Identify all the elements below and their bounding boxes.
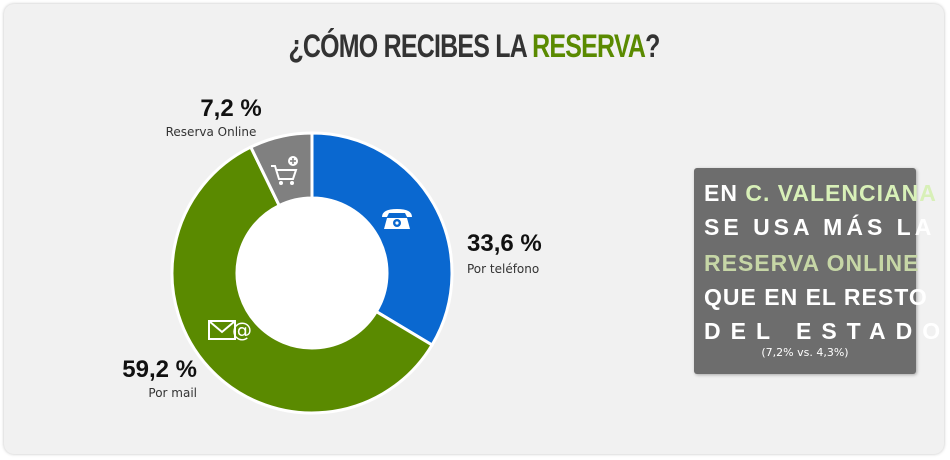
chart-title: ¿CÓMO RECIBES LA RESERVA? [107, 28, 840, 65]
category-label-telefono: Por teléfono [467, 262, 539, 276]
pct-label-online: 7,2 % [200, 95, 261, 122]
category-label-online: Reserva Online [166, 125, 257, 139]
shopping-cart-plus-icon [271, 156, 298, 185]
callout-line-5: DEL ESTADO [704, 318, 950, 344]
callout-line-4: QUE EN EL RESTO [704, 284, 928, 310]
callout-box: EN C. VALENCIANA SE USA MÁS LA RESERVA O… [694, 168, 950, 374]
donut-hole [238, 199, 386, 347]
callout-note: (7,2% vs. 4,3%) [761, 346, 849, 359]
callout-line-1: EN C. VALENCIANA [704, 180, 936, 207]
callout-line-2: SE USA MÁS LA [704, 214, 936, 240]
category-label-mail: Por mail [148, 386, 197, 400]
slice-telefono [310, 131, 454, 348]
slice-icons: @ [208, 156, 412, 342]
svg-text:@: @ [232, 318, 252, 342]
donut-slices [170, 131, 454, 415]
slice-mail [170, 145, 435, 415]
title-suffix: ? [645, 28, 660, 64]
callout-line-3: RESERVA ONLINE [704, 250, 920, 276]
pct-label-telefono: 33,6 % [467, 230, 542, 257]
envelope-at-icon: @ [208, 318, 252, 342]
callout-line-1-highlight: C. VALENCIANA [745, 180, 937, 206]
telephone-icon [382, 209, 412, 229]
title-highlight: RESERVA [532, 28, 646, 64]
callout-line-1-prefix: EN [704, 180, 746, 206]
title-prefix: ¿CÓMO RECIBES LA [288, 28, 533, 64]
pct-label-mail: 59,2 % [122, 356, 197, 383]
